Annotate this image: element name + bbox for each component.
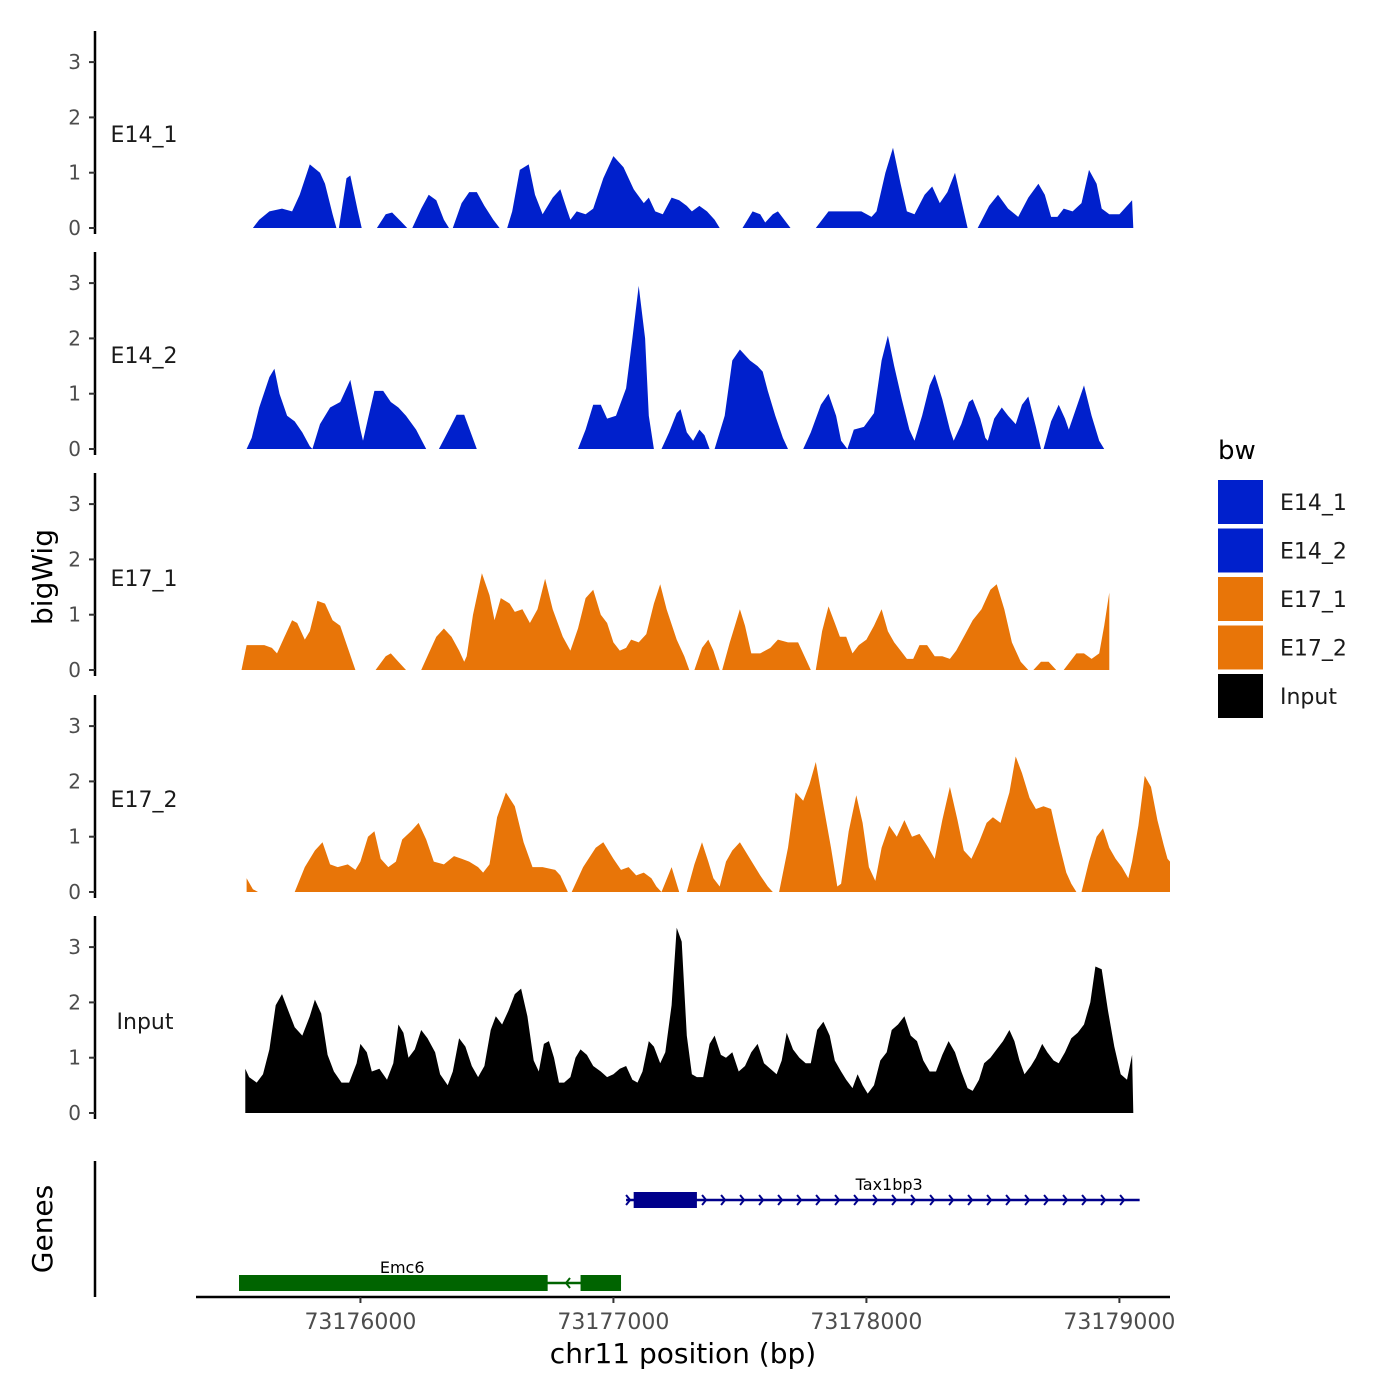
y-tick-label-E17_2: 1 bbox=[68, 825, 81, 849]
strand-arrow-Tax1bp3 bbox=[986, 1194, 993, 1206]
y-tick-label-E17_1: 0 bbox=[68, 658, 81, 682]
legend-title: bw bbox=[1218, 436, 1256, 466]
tracks-layer: 0 1 2 3 E14_1 0 1 2 3 E14_2 0 1 2 3 E17_1 0 1 2 3 E17_2 0 1 2 3… bbox=[68, 31, 1171, 1125]
strand-arrow-Tax1bp3 bbox=[625, 1194, 632, 1206]
coverage-area-E17_2 bbox=[246, 756, 1171, 892]
coverage-area-E17_1 bbox=[241, 573, 1110, 670]
y-tick-label-E14_2: 3 bbox=[68, 271, 81, 295]
gene-Tax1bp3: Tax1bp3 bbox=[625, 1175, 1140, 1208]
y-tick-label-Input: 3 bbox=[68, 935, 81, 959]
strand-arrow-Tax1bp3 bbox=[739, 1194, 746, 1206]
strand-arrow-Tax1bp3 bbox=[720, 1194, 727, 1206]
exon-Emc6 bbox=[239, 1275, 548, 1291]
legend-swatch-Input bbox=[1218, 674, 1263, 718]
exon-Emc6 bbox=[580, 1275, 622, 1291]
track-Input: 0 1 2 3 Input bbox=[68, 916, 1134, 1125]
track-E17_1: 0 1 2 3 E17_1 bbox=[68, 473, 1110, 682]
strand-arrow-Tax1bp3 bbox=[1043, 1194, 1050, 1206]
x-axis: 73176000 73177000 73178000 73179000 bbox=[196, 1295, 1175, 1335]
strand-arrow-Tax1bp3 bbox=[834, 1194, 841, 1206]
coverage-area-Input bbox=[245, 927, 1134, 1113]
y-tick-label-E17_1: 1 bbox=[68, 603, 81, 627]
coverage-area-E14_2 bbox=[246, 285, 1105, 449]
track-E14_2: 0 1 2 3 E14_2 bbox=[68, 252, 1105, 461]
y-axis-title: bigWig bbox=[26, 529, 59, 625]
track-label-Input: Input bbox=[117, 1010, 174, 1035]
y-tick-label-E14_2: 0 bbox=[68, 437, 81, 461]
y-tick-label-Input: 1 bbox=[68, 1046, 81, 1070]
legend-swatch-E14_1 bbox=[1218, 480, 1263, 524]
strand-arrow-Tax1bp3 bbox=[910, 1194, 917, 1206]
strand-arrow-Tax1bp3 bbox=[853, 1194, 860, 1206]
legend-label-E17_2: E17_2 bbox=[1280, 637, 1347, 662]
y-tick-label-E17_1: 3 bbox=[68, 492, 81, 516]
strand-arrow-Tax1bp3 bbox=[796, 1194, 803, 1206]
strand-arrow-Tax1bp3 bbox=[1119, 1194, 1126, 1206]
legend: bw E14_1 E14_2 E17_1 E17_2 Input bbox=[1218, 436, 1347, 718]
legend-swatch-E17_1 bbox=[1218, 577, 1263, 621]
strand-arrow-Tax1bp3 bbox=[948, 1194, 955, 1206]
strand-arrow-Tax1bp3 bbox=[1100, 1194, 1107, 1206]
x-tick-label: 73177000 bbox=[557, 1310, 669, 1335]
strand-arrow-Tax1bp3 bbox=[815, 1194, 822, 1206]
gene-label-Tax1bp3: Tax1bp3 bbox=[855, 1175, 923, 1194]
y-tick-label-E17_1: 2 bbox=[68, 547, 81, 571]
legend-label-E14_2: E14_2 bbox=[1280, 540, 1347, 565]
strand-arrow-Tax1bp3 bbox=[1024, 1194, 1031, 1206]
legend-label-E17_1: E17_1 bbox=[1280, 588, 1347, 613]
y-tick-label-E14_1: 0 bbox=[68, 216, 81, 240]
y-tick-label-E17_2: 0 bbox=[68, 880, 81, 904]
track-label-E14_1: E14_1 bbox=[111, 123, 178, 148]
y-tick-label-Input: 2 bbox=[68, 990, 81, 1014]
legend-label-Input: Input bbox=[1280, 685, 1337, 710]
strand-arrow-Tax1bp3 bbox=[967, 1194, 974, 1206]
strand-arrow-Tax1bp3 bbox=[701, 1194, 708, 1206]
track-label-E17_2: E17_2 bbox=[111, 788, 178, 813]
strand-arrow-Tax1bp3 bbox=[891, 1194, 898, 1206]
track-label-E17_1: E17_1 bbox=[111, 567, 178, 592]
exon-Tax1bp3 bbox=[633, 1192, 697, 1208]
genes-axis-title: Genes bbox=[26, 1185, 59, 1273]
legend-swatch-E14_2 bbox=[1218, 528, 1263, 573]
x-tick-label: 73176000 bbox=[304, 1310, 416, 1335]
genes-layer: Tax1bp3 Emc6 bbox=[93, 1161, 1140, 1297]
legend-swatch-E17_2 bbox=[1218, 625, 1263, 670]
y-tick-label-E14_2: 2 bbox=[68, 326, 81, 350]
strand-arrow-Tax1bp3 bbox=[1005, 1194, 1012, 1206]
y-tick-label-E14_1: 1 bbox=[68, 161, 81, 185]
x-tick-label: 73178000 bbox=[810, 1310, 922, 1335]
y-tick-label-E14_2: 1 bbox=[68, 382, 81, 406]
y-tick-label-Input: 0 bbox=[68, 1101, 81, 1125]
legend-label-E14_1: E14_1 bbox=[1280, 491, 1347, 516]
coverage-area-E14_1 bbox=[252, 147, 1134, 228]
strand-arrow-Tax1bp3 bbox=[758, 1194, 765, 1206]
x-axis-title: chr11 position (bp) bbox=[550, 1337, 816, 1370]
strand-arrow-Tax1bp3 bbox=[929, 1194, 936, 1206]
y-tick-label-E14_1: 3 bbox=[68, 50, 81, 74]
strand-arrow-Tax1bp3 bbox=[777, 1194, 784, 1206]
strand-arrow-Tax1bp3 bbox=[1081, 1194, 1088, 1206]
track-label-E14_2: E14_2 bbox=[111, 344, 178, 369]
track-E14_1: 0 1 2 3 E14_1 bbox=[68, 31, 1134, 240]
strand-arrow-Emc6 bbox=[564, 1277, 571, 1289]
track-E17_2: 0 1 2 3 E17_2 bbox=[68, 695, 1171, 904]
strand-arrow-Tax1bp3 bbox=[872, 1194, 879, 1206]
y-tick-label-E14_1: 2 bbox=[68, 105, 81, 129]
gene-Emc6: Emc6 bbox=[239, 1258, 622, 1291]
gene-label-Emc6: Emc6 bbox=[380, 1258, 425, 1277]
y-tick-label-E17_2: 3 bbox=[68, 714, 81, 738]
y-tick-label-E17_2: 2 bbox=[68, 769, 81, 793]
strand-arrow-Tax1bp3 bbox=[1062, 1194, 1069, 1206]
x-tick-label: 73179000 bbox=[1063, 1310, 1175, 1335]
